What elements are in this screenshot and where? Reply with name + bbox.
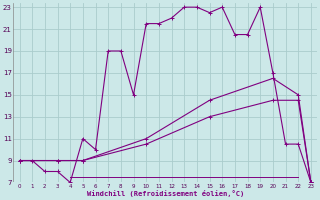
- X-axis label: Windchill (Refroidissement éolien,°C): Windchill (Refroidissement éolien,°C): [87, 190, 244, 197]
